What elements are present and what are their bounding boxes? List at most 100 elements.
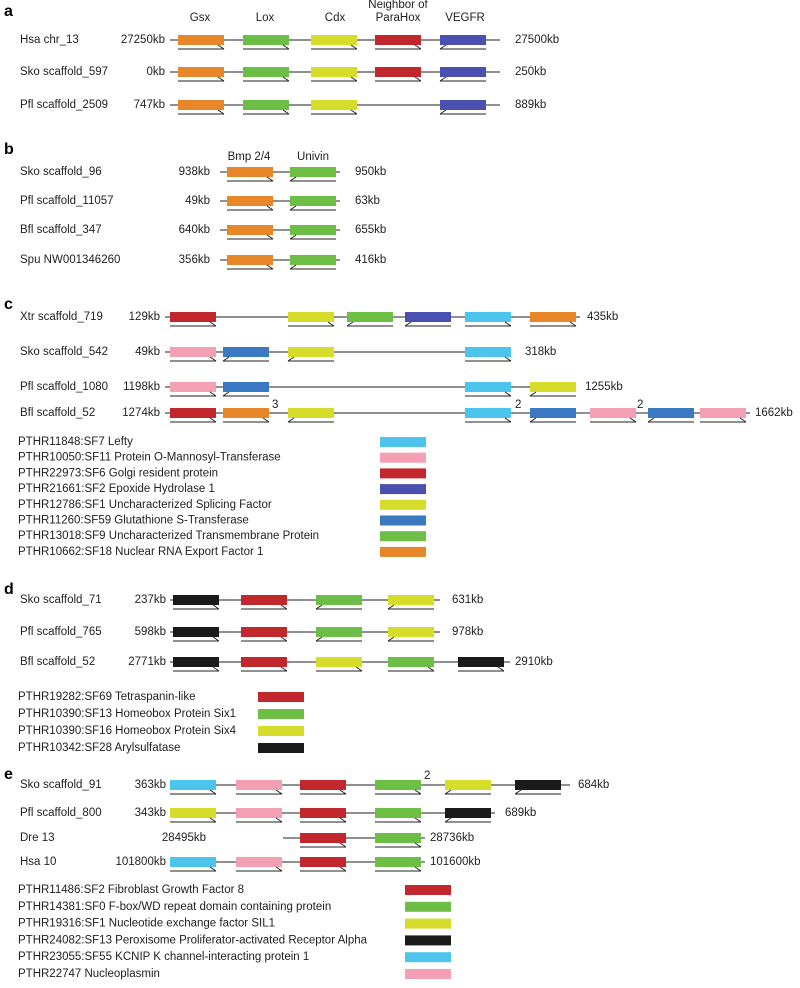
legend-swatch — [405, 918, 451, 929]
start-coord: 237kb — [135, 594, 166, 606]
panel-letter: c — [4, 296, 13, 313]
gene-box — [288, 408, 334, 418]
gene-box — [178, 100, 224, 110]
legend-swatch — [380, 546, 426, 557]
end-coord: 684kb — [578, 779, 609, 791]
gene-arrow-head — [222, 356, 230, 362]
gene-count: 3 — [272, 399, 278, 411]
gene-arrow-head — [262, 417, 270, 423]
gene-box — [243, 35, 289, 45]
legend-label: PTHR19282:SF69 Tetraspanin-like — [18, 691, 196, 703]
start-coord: 129kb — [129, 311, 160, 323]
gene-box — [388, 627, 434, 637]
legend-swatch — [258, 726, 304, 736]
end-coord: 2910kb — [515, 656, 553, 668]
gene-box — [300, 857, 346, 867]
gene-box — [173, 657, 219, 667]
gene-box — [227, 255, 273, 265]
gene-box — [288, 347, 334, 357]
gene-arrow-head — [569, 321, 577, 327]
gene-box — [440, 67, 486, 77]
gene-box — [236, 857, 282, 867]
gene-box — [300, 808, 346, 818]
gene-arrow-head — [289, 234, 297, 240]
gene-arrow-head — [414, 866, 422, 872]
start-coord: 49kb — [185, 195, 210, 207]
legend-label: PTHR11486:SF2 Fibroblast Growth Factor 8 — [18, 884, 244, 896]
gene-box — [465, 347, 511, 357]
gene-arrow-head — [209, 866, 217, 872]
gene-arrow-head — [350, 44, 358, 50]
start-coord: 28495kb — [162, 832, 206, 844]
legend-swatch — [405, 901, 451, 912]
legend-label: PTHR11260:SF59 Glutathione S-Transferase — [18, 515, 249, 527]
gene-arrow-head — [355, 666, 363, 672]
gene-box — [170, 408, 216, 418]
scaffold-name: Sko scaffold_96 — [20, 166, 102, 178]
gene-arrow-head — [280, 666, 288, 672]
legend-label: PTHR10390:SF16 Homeobox Protein Six4 — [18, 725, 237, 737]
gene-arrow-head — [414, 842, 422, 848]
gene-arrow-head — [529, 391, 537, 397]
end-coord: 950kb — [355, 166, 386, 178]
legend-swatch — [405, 935, 451, 946]
legend-swatch — [258, 743, 304, 753]
gene-box — [236, 808, 282, 818]
gene-arrow-head — [209, 417, 217, 423]
gene-arrow-head — [404, 321, 412, 327]
gene-arrow-head — [209, 356, 217, 362]
legend-swatch — [258, 692, 304, 702]
gene-arrow-head — [339, 789, 347, 795]
gene-arrow-head — [212, 636, 220, 642]
gene-arrow-head — [444, 817, 452, 823]
gene-arrow-head — [289, 176, 297, 182]
gene-arrow-head — [209, 817, 217, 823]
gene-box — [311, 100, 357, 110]
legend-swatch — [380, 452, 426, 463]
gene-box — [530, 312, 576, 322]
gene-arrow-head — [209, 789, 217, 795]
gene-box — [375, 780, 421, 790]
gene-box — [170, 857, 216, 867]
gene-header: VEGFR — [445, 12, 485, 24]
gene-arrow-head — [514, 789, 522, 795]
gene-arrow-head — [266, 176, 274, 182]
gene-box — [223, 408, 269, 418]
start-coord: 747kb — [134, 99, 165, 111]
gene-box — [316, 595, 362, 605]
gene-box — [290, 255, 336, 265]
gene-box — [173, 627, 219, 637]
scaffold-name: Xtr scaffold_719 — [20, 311, 103, 323]
gene-arrow-head — [280, 636, 288, 642]
gene-box — [590, 408, 636, 418]
gene-header: Bmp 2/4 — [228, 151, 271, 163]
gene-box — [178, 35, 224, 45]
legend-label: PTHR22747 Nucleoplasmin — [18, 968, 160, 980]
end-coord: 1662kb — [755, 407, 793, 419]
scaffold-name: Pfl scaffold_800 — [20, 807, 102, 819]
scaffold-name: Sko scaffold_71 — [20, 594, 102, 606]
gene-box — [300, 780, 346, 790]
end-coord: 28736kb — [430, 832, 474, 844]
gene-arrow-head — [275, 789, 283, 795]
gene-box — [173, 595, 219, 605]
gene-arrow-head — [217, 76, 225, 82]
gene-box — [227, 225, 273, 235]
gene-box — [316, 657, 362, 667]
gene-box — [388, 595, 434, 605]
end-coord: 435kb — [587, 311, 618, 323]
scaffold-name: Bfl scaffold_347 — [20, 224, 102, 236]
scaffold-name: Pfl scaffold_1080 — [20, 381, 108, 393]
gene-arrow-head — [439, 76, 447, 82]
scaffold-name: Bfl scaffold_52 — [20, 656, 95, 668]
gene-box — [178, 67, 224, 77]
gene-box — [347, 312, 393, 322]
gene-arrow-head — [350, 109, 358, 115]
gene-arrow-head — [315, 636, 323, 642]
start-coord: 0kb — [146, 66, 165, 78]
start-coord: 356kb — [179, 254, 210, 266]
gene-arrow-head — [209, 321, 217, 327]
legend-label: PTHR10050:SF11 Protein O-Mannosyl-Transf… — [18, 452, 281, 464]
end-coord: 101600kb — [430, 856, 481, 868]
end-coord: 978kb — [452, 626, 483, 638]
